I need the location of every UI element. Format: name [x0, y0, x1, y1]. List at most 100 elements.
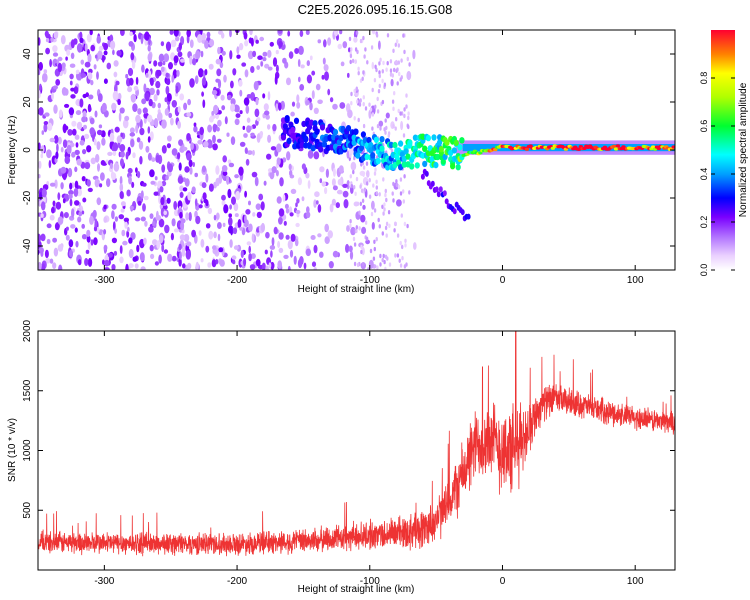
noise-blob — [364, 220, 368, 225]
noise-blob — [385, 221, 389, 226]
noise-blob — [391, 99, 395, 104]
noise-blob — [381, 231, 384, 236]
noise-blob — [120, 150, 125, 158]
noise-blob — [378, 61, 381, 66]
noise-blob — [113, 71, 118, 78]
noise-blob — [246, 125, 252, 133]
noise-blob — [43, 69, 48, 74]
noise-blob — [142, 182, 147, 187]
noise-blob — [239, 110, 243, 115]
noise-blob — [382, 211, 385, 216]
noise-blob — [132, 256, 138, 262]
noise-blob — [349, 250, 354, 260]
noise-blob — [136, 137, 141, 143]
noise-blob — [104, 267, 110, 270]
signal-point — [582, 146, 587, 150]
noise-blob — [376, 265, 379, 270]
noise-blob — [76, 158, 82, 166]
snr-xtick-label: -100 — [360, 576, 380, 587]
noise-blob — [161, 119, 167, 129]
noise-blob — [161, 243, 165, 253]
noise-blob — [134, 217, 141, 222]
noise-blob — [216, 127, 220, 132]
noise-blob — [99, 183, 103, 188]
noise-blob — [392, 124, 395, 129]
noise-blob — [130, 138, 135, 148]
noise-blob — [256, 211, 262, 219]
spectrogram-marks — [38, 30, 675, 270]
noise-blob — [378, 224, 381, 229]
noise-blob — [399, 77, 402, 82]
noise-blob — [73, 187, 79, 197]
noise-blob — [248, 200, 251, 206]
noise-blob — [245, 105, 250, 114]
noise-blob — [219, 259, 225, 267]
noise-blob — [166, 78, 171, 86]
noise-blob — [149, 169, 155, 178]
noise-blob — [313, 151, 320, 160]
noise-blob — [244, 147, 248, 155]
noise-blob — [296, 198, 300, 204]
noise-blob — [69, 182, 73, 190]
noise-blob — [149, 213, 154, 219]
noise-blob — [79, 98, 84, 108]
noise-blob — [353, 116, 356, 121]
noise-blob — [246, 117, 251, 123]
spectrogram-xtick-label: -200 — [227, 275, 247, 286]
noise-blob — [130, 52, 135, 61]
noise-blob — [356, 99, 359, 104]
noise-blob — [359, 38, 363, 44]
noise-blob — [38, 160, 42, 169]
noise-blob — [381, 78, 384, 84]
noise-blob — [336, 189, 343, 195]
noise-blob — [325, 168, 329, 178]
noise-blob — [64, 103, 70, 108]
noise-blob — [217, 233, 221, 242]
noise-blob — [353, 228, 356, 234]
signal-point — [375, 157, 381, 165]
noise-blob — [311, 90, 315, 100]
noise-blob — [305, 248, 311, 257]
noise-blob — [379, 57, 382, 62]
noise-blob — [40, 213, 44, 218]
noise-blob — [94, 54, 98, 59]
noise-blob — [383, 207, 386, 212]
noise-blob — [237, 219, 242, 229]
noise-blob — [63, 88, 69, 96]
noise-blob — [206, 31, 211, 38]
noise-blob — [215, 58, 221, 65]
noise-blob — [95, 153, 100, 163]
noise-blob — [179, 185, 184, 192]
noise-blob — [125, 73, 129, 79]
spectrogram-xtick-label: 0 — [500, 275, 506, 286]
noise-blob — [362, 35, 365, 41]
noise-blob — [207, 124, 213, 133]
noise-blob — [212, 245, 217, 250]
noise-blob — [270, 250, 273, 258]
noise-blob — [147, 126, 151, 134]
spectrogram-xtick-label: -100 — [360, 275, 380, 286]
noise-blob — [119, 256, 124, 264]
noise-blob — [90, 239, 94, 246]
noise-blob — [139, 127, 145, 136]
signal-point — [314, 128, 320, 135]
noise-blob — [357, 71, 360, 76]
noise-blob — [376, 124, 380, 129]
noise-blob — [177, 152, 181, 160]
noise-blob — [112, 221, 116, 231]
noise-blob — [104, 259, 110, 267]
noise-blob — [207, 141, 213, 149]
noise-blob — [246, 150, 253, 156]
noise-blob — [275, 103, 279, 112]
signal-point — [303, 136, 309, 143]
noise-blob — [201, 182, 207, 189]
noise-blob — [402, 133, 406, 138]
signal-point — [373, 136, 379, 143]
noise-blob — [88, 94, 94, 100]
noise-blob — [221, 200, 226, 206]
noise-blob — [223, 74, 227, 83]
noise-blob — [191, 229, 197, 238]
noise-blob — [290, 111, 295, 117]
noise-blob — [167, 253, 173, 262]
noise-blob — [112, 142, 119, 152]
